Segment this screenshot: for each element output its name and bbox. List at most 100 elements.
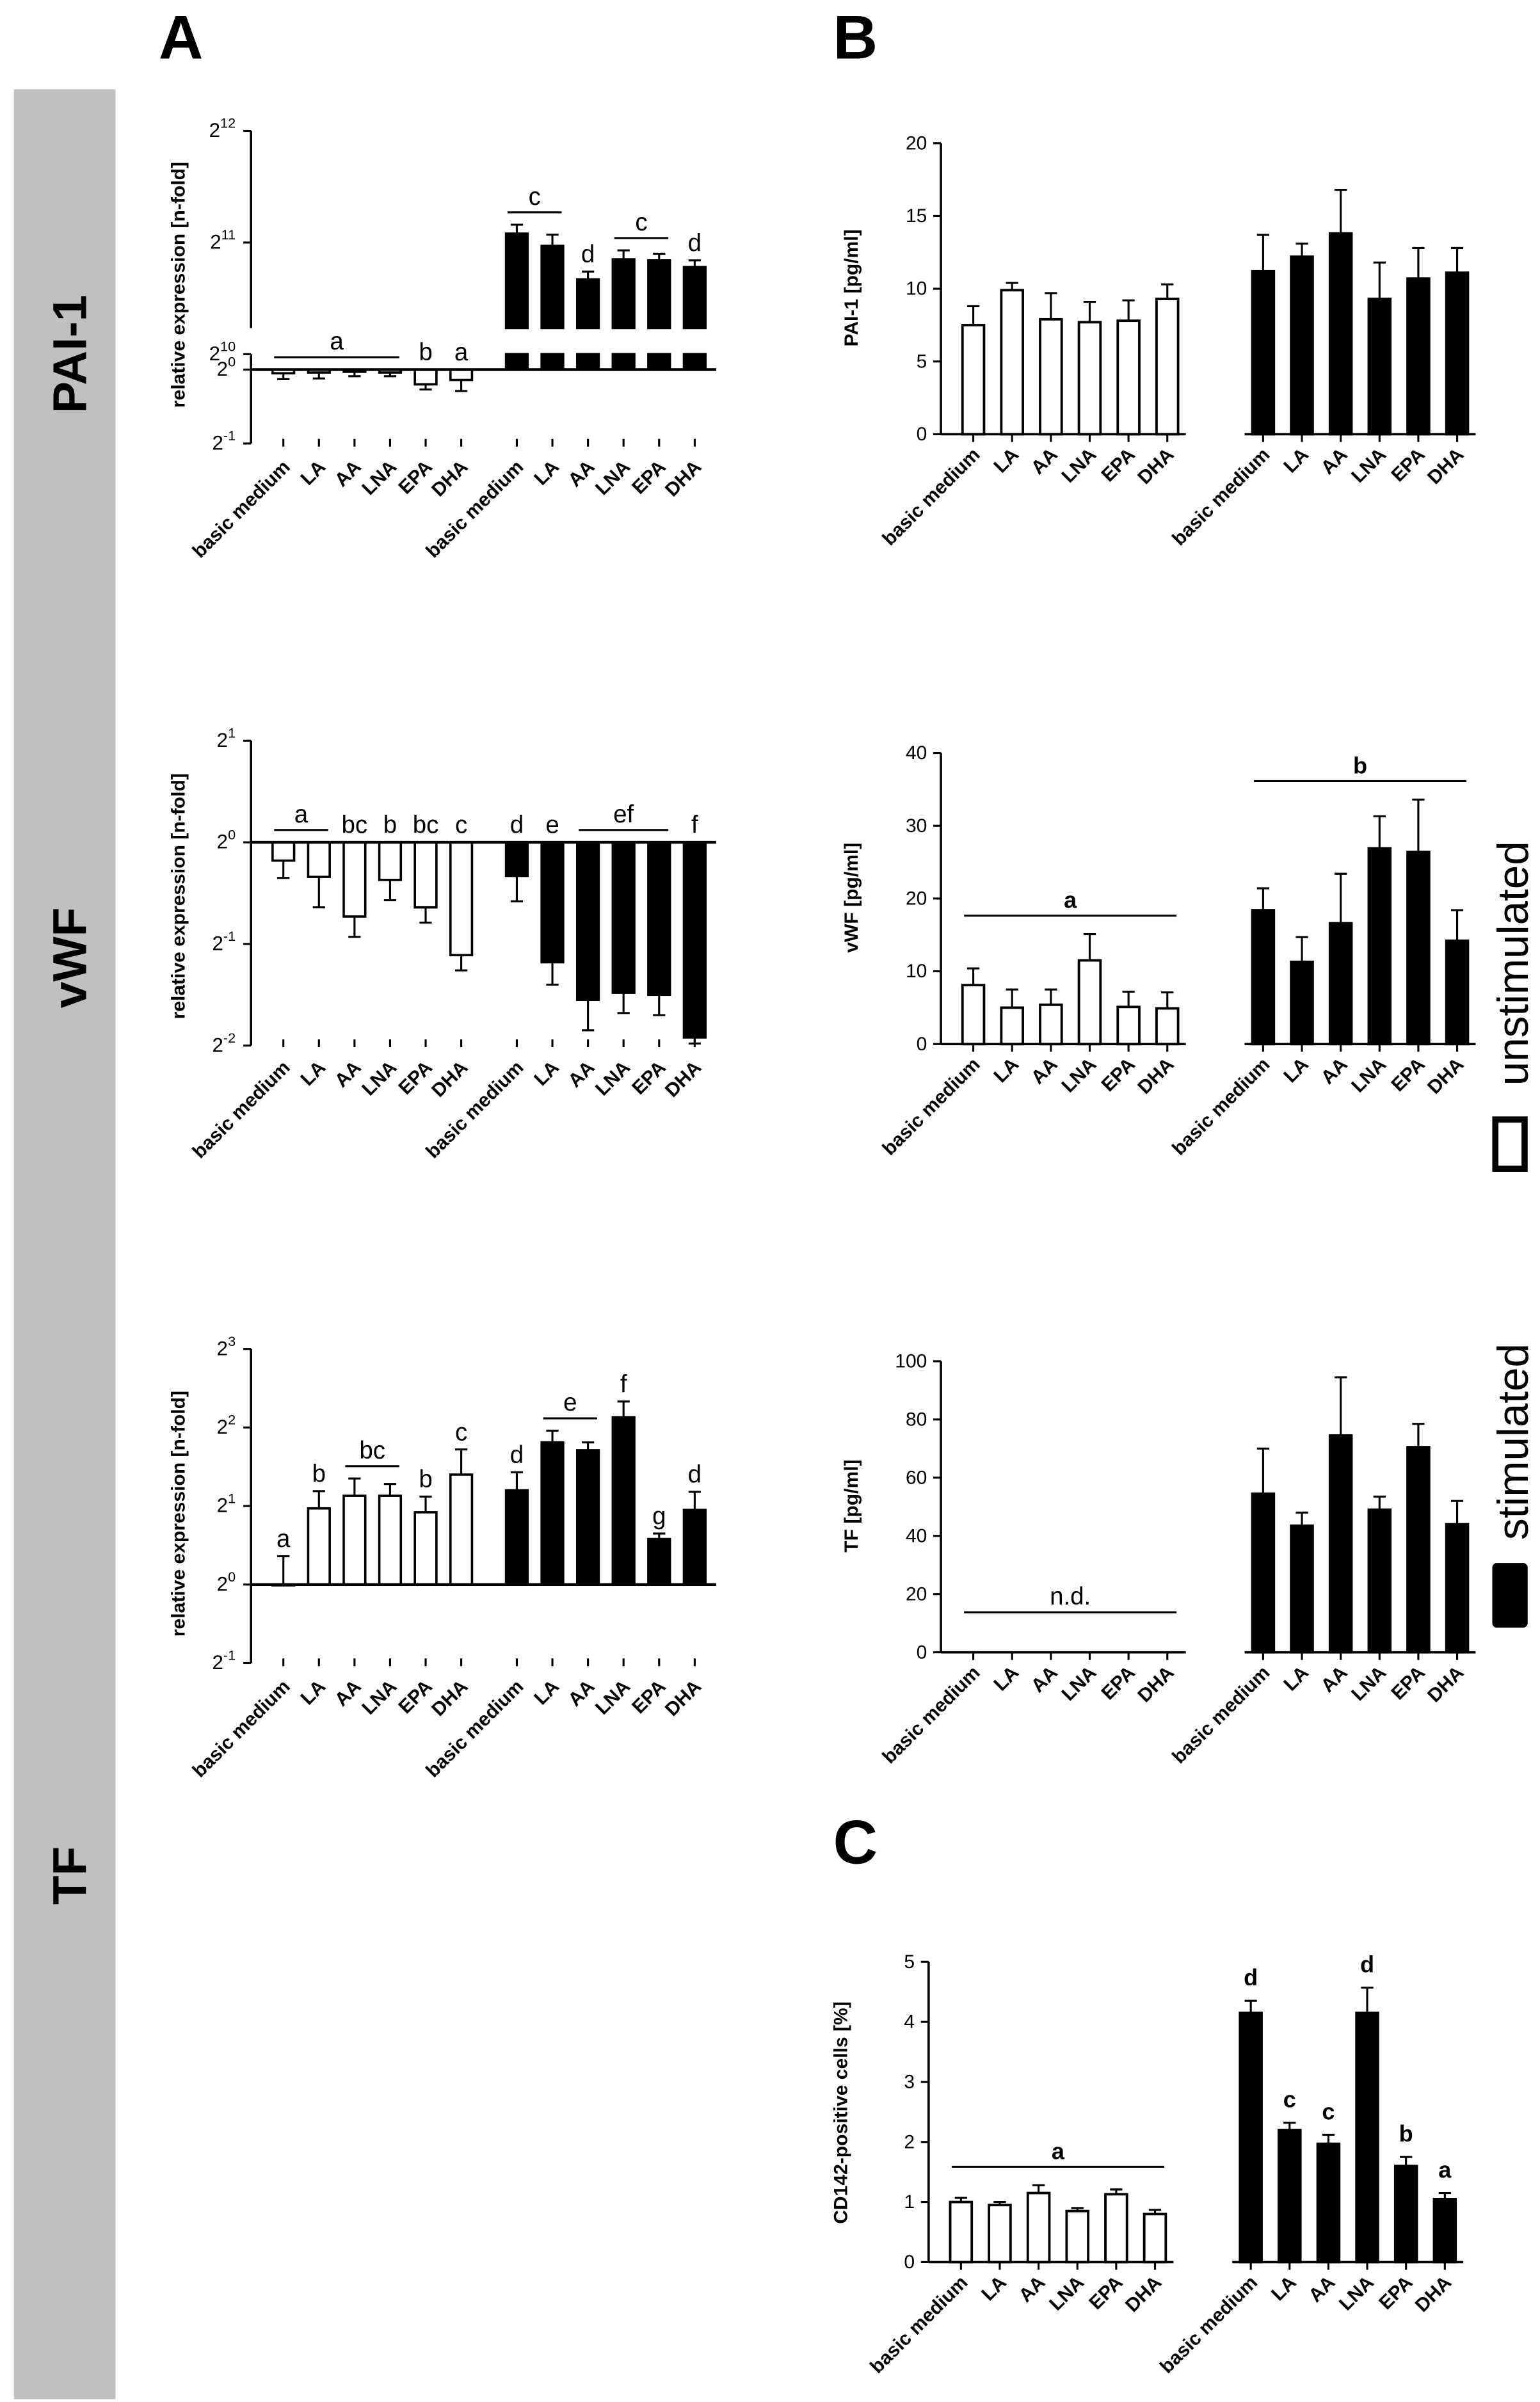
B_vWF-bar xyxy=(1116,1005,1141,1046)
A_vWF-annotation-label: f xyxy=(691,812,698,839)
C_CD142-ytick-label: 3 xyxy=(904,2072,915,2093)
A_vWF-ylabel: relative expression [n-fold] xyxy=(168,773,189,1019)
B_vWF-bar xyxy=(961,984,986,1046)
A_vWF-xtick-label: basic medium xyxy=(422,1057,527,1162)
A_PAI1-annotation-label: d xyxy=(581,241,595,268)
A_vWF-xtick-label: LA xyxy=(530,1057,563,1090)
A_vWF-bar xyxy=(449,841,474,957)
A_vWF-xtick-label: LA xyxy=(297,1057,330,1090)
A_vWF-annotation-label: bc xyxy=(413,812,439,839)
C_CD142-bar xyxy=(1278,2129,1302,2264)
C_CD142-ylabel: CD142-positive cells [%] xyxy=(830,2001,851,2224)
A_PAI1-bar xyxy=(647,259,671,330)
A_TF-annotation-label: f xyxy=(620,1370,627,1398)
A_vWF-xtick-label: DHA xyxy=(661,1057,705,1101)
B_vWF-xtick-label: EPA xyxy=(1387,1054,1429,1096)
A_vWF-xtick-label: EPA xyxy=(395,1057,437,1098)
B_vWF-bar xyxy=(1077,959,1102,1046)
B_vWF-ytick-label: 10 xyxy=(906,961,927,982)
A_PAI1-ytick-label: 2-1 xyxy=(212,428,236,454)
A_vWF-xtick-label: EPA xyxy=(628,1057,670,1098)
B_TF-xtick-label: EPA xyxy=(1098,1662,1139,1704)
B_PAI1-bar xyxy=(1077,321,1102,436)
B_vWF-xtick-label: LNA xyxy=(1057,1054,1100,1097)
B_PAI1-xtick-label: AA xyxy=(1317,444,1352,479)
B_vWF-xtick-label: basic medium xyxy=(1168,1054,1274,1160)
row-label-sidebar xyxy=(13,89,116,2399)
A_vWF-xtick-label: LNA xyxy=(358,1057,401,1100)
B_TF-xtick-label: DHA xyxy=(1134,1662,1178,1706)
B_PAI1-ytick-label: 20 xyxy=(906,132,927,154)
C_CD142-annotation-label: c xyxy=(1322,2098,1335,2124)
A_TF-bar xyxy=(449,1473,474,1586)
A_TF-xtick-label: LA xyxy=(297,1676,330,1709)
B_TF-ytick-label: 80 xyxy=(906,1409,927,1430)
C_CD142-xtick-label: basic medium xyxy=(866,2272,972,2378)
A_PAI1-bar xyxy=(504,232,529,330)
panel-letter-b: B xyxy=(833,3,878,72)
legend-swatch-stimulated xyxy=(1492,1563,1528,1628)
legend-label-stimulated: stimulated xyxy=(1489,1343,1537,1540)
A_PAI1-bar xyxy=(575,278,600,330)
A_vWF-ytick-label: 20 xyxy=(217,826,236,853)
B_vWF-bar xyxy=(1367,847,1392,1046)
B_vWF-xtick-label: EPA xyxy=(1098,1054,1139,1096)
B_TF-xtick-label: LNA xyxy=(1057,1662,1100,1705)
A_TF-bar xyxy=(504,1489,529,1586)
A_TF-bar xyxy=(378,1494,403,1586)
C_CD142-annotation-label: d xyxy=(1244,1964,1258,1990)
B_TF-bar xyxy=(1367,1508,1392,1654)
A_TF-bar xyxy=(540,1441,565,1586)
B_TF-xtick-label: EPA xyxy=(1387,1662,1429,1704)
B_PAI1-xtick-label: LNA xyxy=(1347,444,1390,487)
B_vWF-bar xyxy=(1445,939,1470,1046)
B_TF-annotation-label: n.d. xyxy=(1050,1583,1091,1610)
B_PAI1-xtick-label: LA xyxy=(990,444,1023,477)
C_CD142-bar xyxy=(1316,2142,1341,2264)
A_PAI1-bar-lower xyxy=(682,353,707,371)
C_CD142-bar xyxy=(1065,2209,1090,2264)
A_TF-bar xyxy=(575,1449,600,1586)
B_TF-xtick-label: LA xyxy=(1279,1662,1313,1695)
B_PAI1-ytick-label: 15 xyxy=(906,205,927,227)
A_TF-bar xyxy=(307,1507,331,1586)
B_PAI1-xtick-label: LNA xyxy=(1057,444,1100,487)
B_TF-xtick-label: basic medium xyxy=(878,1662,984,1768)
A_vWF-bar xyxy=(575,841,600,1002)
B_TF-bar xyxy=(1290,1524,1314,1654)
A_TF-xtick-label: DHA xyxy=(661,1676,705,1720)
A_PAI1-ytick-label: 20 xyxy=(217,354,236,380)
B_vWF-ytick-label: 0 xyxy=(917,1034,927,1055)
panel-letter-c: C xyxy=(833,1808,878,1877)
B_vWF-annotation-label: b xyxy=(1353,752,1367,778)
C_CD142-bar xyxy=(1143,2213,1167,2264)
A_PAI1-annotation-label: c xyxy=(529,183,541,211)
A_TF-xtick-label: LA xyxy=(530,1676,563,1709)
A_vWF-annotation-label: d xyxy=(510,812,524,839)
B_vWF-xtick-label: LA xyxy=(1279,1054,1313,1087)
B_TF-ytick-label: 40 xyxy=(906,1525,927,1546)
B_PAI1-bar xyxy=(1116,319,1141,436)
B_PAI1-bar xyxy=(1155,298,1180,436)
A_PAI1-xtick-label: LA xyxy=(530,456,563,490)
C_CD142-xtick-label: EPA xyxy=(1375,2272,1416,2314)
B_PAI1-bar xyxy=(1406,277,1431,436)
A_PAI1-bar-lower xyxy=(575,353,600,371)
A_vWF-xtick-label: LNA xyxy=(591,1057,634,1100)
B_vWF-bar xyxy=(1039,1003,1063,1046)
A_PAI1-bar xyxy=(540,244,565,330)
A_TF-xtick-label: LNA xyxy=(591,1676,634,1719)
legend-swatch-unstimulated xyxy=(1492,1116,1528,1172)
C_CD142-ytick-label: 1 xyxy=(904,2191,915,2213)
B_TF-xtick-label: basic medium xyxy=(1168,1662,1274,1768)
C_CD142-xtick-label: EPA xyxy=(1085,2272,1127,2314)
A_vWF-annotation-label: bc xyxy=(342,812,368,839)
legend-label-unstimulated: unstimulated xyxy=(1489,841,1537,1085)
A_vWF-annotation-label: ef xyxy=(613,801,634,828)
panel-letter-a: A xyxy=(159,3,203,72)
C_CD142-xtick-label: LA xyxy=(977,2272,1011,2305)
B_TF-ytick-label: 0 xyxy=(917,1642,927,1663)
A_TF-annotation-label: b xyxy=(419,1466,432,1493)
A_PAI1-bar-lower xyxy=(611,353,636,371)
